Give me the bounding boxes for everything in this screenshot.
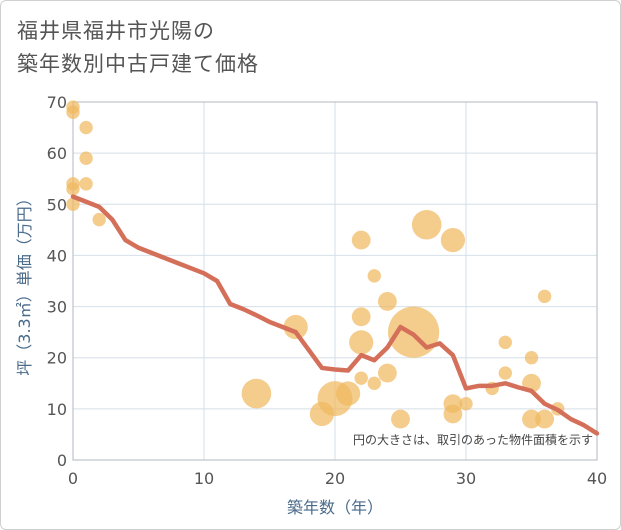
- x-tick-label: 30: [456, 469, 476, 488]
- x-tick-label: 20: [325, 469, 345, 488]
- bubble-point: [378, 292, 397, 311]
- bubble-point: [79, 120, 93, 135]
- x-tick-label: 10: [194, 469, 214, 488]
- bubble-point: [92, 212, 106, 227]
- bubble-point: [349, 330, 374, 355]
- bubble-point: [367, 376, 381, 390]
- y-tick-label: 40: [47, 246, 67, 265]
- y-tick-label: 30: [47, 298, 67, 317]
- bubble-point: [354, 371, 368, 385]
- chart-title-line-2: 築年数別中古戸建て価格: [17, 52, 259, 76]
- y-tick-label: 0: [57, 451, 67, 470]
- bubble-point: [66, 182, 80, 196]
- y-tick-label: 20: [47, 349, 67, 368]
- bubble-point: [459, 397, 473, 411]
- bubble-point: [440, 227, 465, 253]
- bubble-point: [351, 230, 371, 250]
- bubble-point: [498, 366, 512, 380]
- plot-frame: [72, 101, 598, 461]
- bubble-point: [378, 363, 397, 383]
- x-axis-label: 築年数（年）: [287, 498, 383, 517]
- y-tick-label: 50: [47, 195, 67, 214]
- bubble-point: [443, 404, 463, 424]
- bubble-point: [336, 381, 361, 406]
- bubble-point: [411, 209, 442, 240]
- bubble-point: [391, 409, 410, 429]
- bubble-point: [524, 351, 539, 365]
- bubble-point: [367, 269, 381, 283]
- bubble-point: [522, 409, 541, 429]
- y-tick-label: 60: [47, 144, 67, 163]
- bubble-point: [79, 177, 93, 191]
- trend-line: [70, 194, 600, 436]
- bubble-point: [498, 335, 512, 350]
- y-tick-label: 70: [47, 93, 67, 112]
- x-tick-label: 0: [68, 469, 78, 488]
- x-tick-label: 40: [587, 469, 607, 488]
- bubble-point: [535, 409, 554, 429]
- bubble-series: [66, 100, 565, 429]
- bubble-point: [66, 197, 80, 211]
- chart-title: 福井県福井市光陽の 築年数別中古戸建て価格: [17, 15, 259, 81]
- bubble-point: [351, 307, 371, 327]
- chart-title-line-1: 福井県福井市光陽の: [17, 19, 215, 43]
- y-axis-label: 坪（3.3㎡）単価（万円）: [15, 190, 34, 375]
- trend-series: [70, 194, 600, 436]
- bubble-point: [283, 314, 308, 340]
- bubble-size-note: 円の大きさは、取引のあった物件面積を示す: [353, 432, 593, 447]
- grid-lines: [72, 101, 598, 461]
- bubble-point: [241, 378, 272, 409]
- axis-ticks: 0 10 20 30 40 50 60 70 0 10 20 30 40: [47, 93, 608, 488]
- bubble-point: [66, 105, 80, 119]
- bubble-point: [79, 151, 93, 165]
- y-tick-label: 10: [47, 400, 67, 419]
- bubble-point: [537, 289, 552, 304]
